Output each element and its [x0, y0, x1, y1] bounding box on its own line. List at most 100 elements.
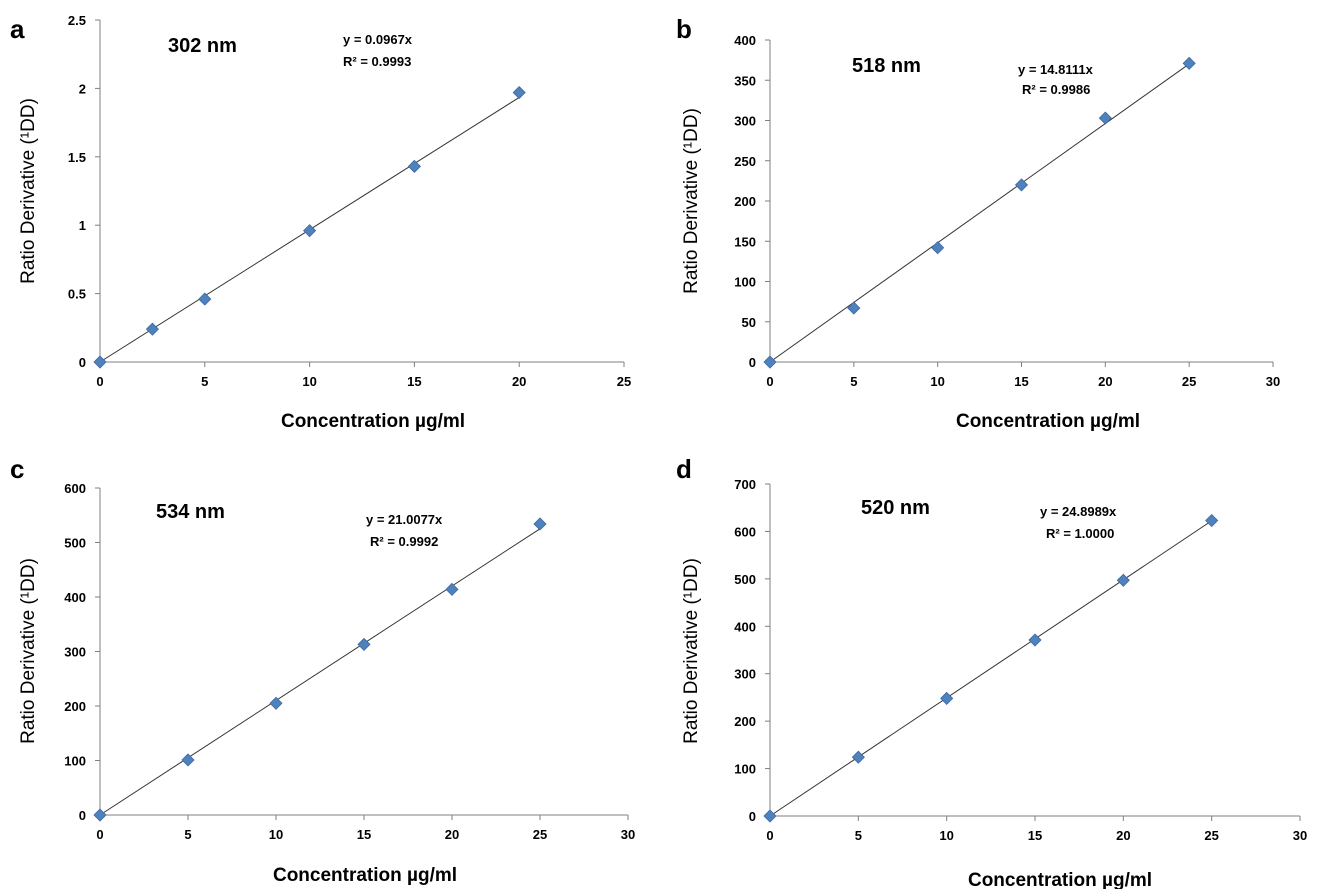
x-axis-title: Concentration µg/ml [281, 411, 465, 432]
wavelength-label: 520 nm [861, 497, 930, 519]
data-point [1205, 513, 1219, 528]
y-tick-label: 0 [79, 808, 86, 823]
y-tick-label: 350 [734, 73, 756, 88]
x-tick-label: 20 [1116, 828, 1130, 843]
r-squared-label: R² = 0.9993 [343, 54, 411, 69]
y-tick-label: 300 [64, 645, 86, 660]
x-tick-label: 10 [269, 827, 283, 842]
y-tick-label: 250 [734, 154, 756, 169]
panel-letter: c [10, 454, 24, 484]
y-tick-label: 1.5 [68, 150, 86, 165]
y-tick-label: 200 [64, 699, 86, 714]
data-point [1028, 633, 1042, 647]
y-tick-label: 2 [79, 81, 86, 96]
x-tick-label: 10 [939, 828, 953, 843]
x-tick-label: 30 [1266, 374, 1280, 389]
x-tick-label: 15 [1028, 828, 1042, 843]
x-axis-title: Concentration µg/ml [968, 870, 1152, 889]
wavelength-label: 518 nm [852, 55, 921, 77]
x-tick-label: 5 [850, 374, 857, 389]
x-tick-label: 5 [184, 827, 191, 842]
x-tick-label: 30 [1293, 828, 1307, 843]
data-point [93, 808, 107, 822]
x-axis-title: Concentration µg/ml [273, 865, 457, 886]
x-tick-label: 0 [96, 827, 103, 842]
r-squared-label: R² = 0.9986 [1022, 82, 1090, 97]
y-tick-label: 100 [734, 762, 756, 777]
y-tick-label: 200 [734, 714, 756, 729]
y-tick-label: 500 [64, 536, 86, 551]
y-tick-label: 400 [64, 590, 86, 605]
data-point [357, 637, 371, 651]
x-tick-label: 5 [201, 374, 208, 389]
trendline [769, 520, 1212, 817]
data-point [1098, 111, 1112, 125]
data-point [303, 224, 317, 238]
data-point [940, 691, 954, 705]
x-tick-label: 20 [445, 827, 459, 842]
data-point [1116, 573, 1130, 587]
y-tick-label: 400 [734, 33, 756, 48]
y-axis-title: Ratio Derivative (¹DD) [681, 558, 702, 744]
data-point [931, 241, 945, 255]
equation-label: y = 21.0077x [366, 512, 443, 527]
x-tick-label: 25 [1204, 828, 1218, 843]
data-point [1014, 178, 1029, 192]
x-tick-label: 15 [357, 827, 371, 842]
y-tick-label: 0 [749, 809, 756, 824]
wavelength-label: 302 nm [168, 35, 237, 57]
x-tick-label: 10 [930, 374, 944, 389]
equation-label: y = 14.8111x [1018, 62, 1094, 77]
data-point [145, 322, 159, 336]
y-axis-title: Ratio Derivative (¹DD) [18, 98, 39, 284]
data-point [93, 355, 107, 369]
x-tick-label: 25 [1182, 374, 1196, 389]
y-tick-label: 0 [79, 355, 86, 370]
x-tick-label: 30 [621, 827, 635, 842]
y-tick-label: 400 [734, 619, 756, 634]
x-tick-label: 10 [302, 374, 316, 389]
x-tick-label: 0 [766, 828, 773, 843]
r-squared-label: R² = 1.0000 [1046, 526, 1114, 541]
y-tick-label: 150 [734, 234, 756, 249]
data-point [1182, 56, 1196, 70]
data-point [847, 301, 861, 315]
panel-letter: b [676, 14, 692, 44]
data-point [851, 750, 865, 764]
data-point [407, 159, 421, 173]
trendline [99, 528, 541, 816]
data-point [512, 85, 526, 100]
y-tick-label: 0 [749, 355, 756, 370]
y-tick-label: 0.5 [68, 287, 86, 302]
data-point [533, 517, 547, 531]
panel-letter: d [676, 454, 692, 484]
data-point [181, 753, 195, 767]
data-point [763, 809, 777, 823]
equation-label: y = 0.0967x [343, 32, 413, 47]
wavelength-label: 534 nm [156, 501, 225, 523]
data-point [198, 292, 212, 306]
data-point [445, 582, 459, 596]
x-tick-label: 25 [617, 374, 631, 389]
y-axis-title: Ratio Derivative (¹DD) [681, 108, 702, 294]
y-axis-title: Ratio Derivative (¹DD) [18, 558, 39, 744]
y-tick-label: 500 [734, 572, 756, 587]
panel-letter: a [10, 14, 25, 44]
x-axis-title: Concentration µg/ml [956, 411, 1140, 432]
y-tick-label: 700 [734, 477, 756, 492]
trendline [769, 63, 1190, 363]
y-tick-label: 300 [734, 667, 756, 682]
x-tick-label: 25 [533, 827, 547, 842]
y-tick-label: 200 [734, 194, 756, 209]
y-tick-label: 2.5 [68, 13, 86, 28]
chart-panel-a: a 0 5 10 15 20 25 0 0.5 1 1.5 2 2.5 302 nm y = 0.0967x… [10, 13, 631, 432]
x-tick-label: 20 [512, 374, 526, 389]
y-tick-label: 50 [742, 315, 756, 330]
y-tick-label: 600 [734, 524, 756, 539]
equation-label: y = 24.8989x [1040, 504, 1117, 519]
x-tick-label: 0 [96, 374, 103, 389]
x-tick-label: 20 [1098, 374, 1112, 389]
